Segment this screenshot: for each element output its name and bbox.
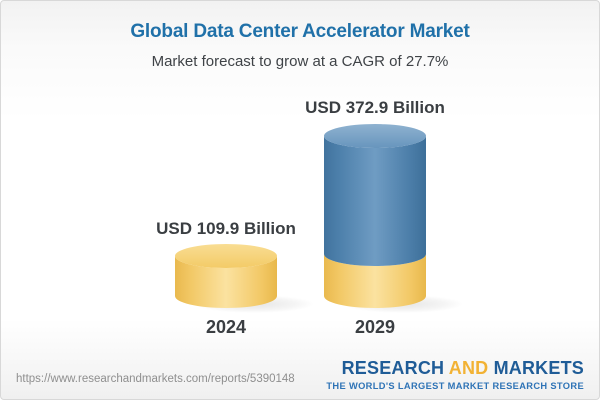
- logo-wordmark: RESEARCH AND MARKETS: [326, 358, 584, 379]
- year-label-2029: 2029: [355, 317, 395, 337]
- chart-title: Global Data Center Accelerator Market: [130, 21, 470, 42]
- bar-2029-growth-segment: [324, 136, 426, 266]
- report-url: https://www.researchandmarkets.com/repor…: [16, 373, 295, 385]
- bar-2024-top: [175, 244, 277, 268]
- value-label-2029: USD 372.9 Billion: [305, 98, 445, 117]
- logo-word-and: AND: [448, 358, 489, 378]
- year-label-2024: 2024: [206, 317, 246, 337]
- logo-word-research: RESEARCH: [341, 358, 445, 378]
- footer: https://www.researchandmarkets.com/repor…: [16, 358, 584, 391]
- company-logo: RESEARCH AND MARKETS THE WORLD'S LARGEST…: [326, 358, 584, 391]
- logo-word-markets: MARKETS: [493, 358, 584, 378]
- bar-2029: [324, 124, 426, 308]
- value-label-2024: USD 109.9 Billion: [156, 219, 296, 238]
- bar-chart: USD 109.9 Billion USD 372.9 Billion 2024…: [156, 98, 463, 337]
- chart-header: Global Data Center Accelerator Market Ma…: [1, 1, 599, 70]
- bar-2024: [175, 244, 277, 308]
- logo-tagline: THE WORLD'S LARGEST MARKET RESEARCH STOR…: [326, 381, 584, 391]
- bar-2029-top: [324, 124, 426, 148]
- bar-2024-body: [175, 256, 277, 308]
- chart-subtitle: Market forecast to grow at a CAGR of 27.…: [151, 53, 449, 70]
- bar-2029-base-segment: [324, 254, 426, 308]
